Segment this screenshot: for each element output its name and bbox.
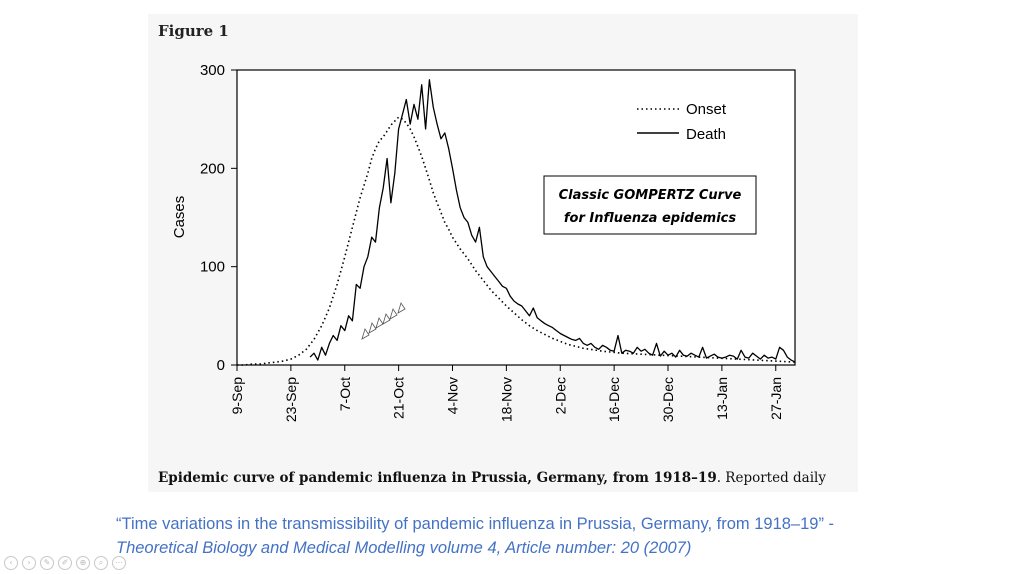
- figure-caption: Epidemic curve of pandemic influenza in …: [158, 470, 858, 486]
- pen-icon[interactable]: ✎: [40, 556, 54, 570]
- annotation-line-1: Classic GOMPERTZ Curve: [559, 188, 742, 203]
- caption-title: Epidemic curve of pandemic influenza in …: [158, 470, 717, 486]
- legend-onset-label: Onset: [686, 101, 727, 118]
- caption-suffix: . Reported daily: [716, 470, 826, 486]
- y-axis-ticks: 0 100 200 300: [200, 62, 237, 374]
- y-tick-label: 100: [200, 259, 225, 276]
- series-layer: [237, 79, 796, 366]
- figure-label: Figure 1: [158, 22, 229, 40]
- x-tick-label: 27-Jan: [768, 377, 784, 420]
- pointer-arrow-icon: [389, 308, 398, 320]
- citation-source: Theoretical Biology and Medical Modellin…: [116, 539, 692, 557]
- x-tick-label: 4-Nov: [445, 377, 461, 414]
- x-tick-label: 18-Nov: [498, 377, 514, 422]
- x-axis-ticks: 9-Sep 23-Sep 7-Oct 21-Oct 4-Nov 18-Nov 2-Dec 16…: [229, 365, 784, 422]
- x-tick-label: 21-Oct: [391, 377, 407, 419]
- citation-title: “Time variations in the transmissibility…: [116, 515, 835, 533]
- zoom-icon[interactable]: ⊕: [76, 556, 90, 570]
- y-axis-label: Cases: [171, 196, 188, 239]
- x-tick-label: 9-Sep: [229, 377, 245, 415]
- y-tick-label: 300: [200, 62, 225, 79]
- x-tick-label: 16-Dec: [606, 377, 622, 422]
- pointer-arrow-icon: [368, 322, 377, 334]
- annotation-frame: [543, 175, 757, 235]
- next-slide-icon[interactable]: ›: [22, 556, 36, 570]
- legend: Onset Death: [637, 101, 727, 143]
- citation: “Time variations in the transmissibility…: [116, 512, 956, 560]
- edit-icon[interactable]: ✐: [58, 556, 72, 570]
- more-options-icon[interactable]: ⋯: [112, 556, 126, 570]
- y-tick-label: 200: [200, 160, 225, 177]
- pointer-arrow-icon: [397, 302, 406, 314]
- x-tick-label: 23-Sep: [283, 377, 299, 422]
- slide-controls: ‹ › ✎ ✐ ⊕ ⌕ ⋯: [4, 556, 126, 570]
- pointer-arrow-icon: [382, 313, 391, 325]
- x-tick-label: 30-Dec: [660, 377, 676, 422]
- legend-death-label: Death: [686, 126, 726, 143]
- pointer-arrow-icon: [361, 328, 370, 340]
- annotation-box: Classic GOMPERTZ Curve for Influenza epi…: [543, 175, 757, 235]
- x-tick-label: 2-Dec: [552, 377, 568, 414]
- cursor-arrows: [361, 302, 406, 340]
- annotation-line-2: for Influenza epidemics: [564, 211, 736, 226]
- previous-slide-icon[interactable]: ‹: [4, 556, 18, 570]
- x-tick-label: 13-Jan: [714, 377, 730, 420]
- x-tick-label: 7-Oct: [337, 377, 353, 411]
- series-line-death: [309, 79, 796, 363]
- search-icon[interactable]: ⌕: [94, 556, 108, 570]
- y-tick-label: 0: [217, 357, 225, 374]
- series-line-onset: [237, 116, 796, 366]
- pointer-arrow-icon: [375, 317, 384, 329]
